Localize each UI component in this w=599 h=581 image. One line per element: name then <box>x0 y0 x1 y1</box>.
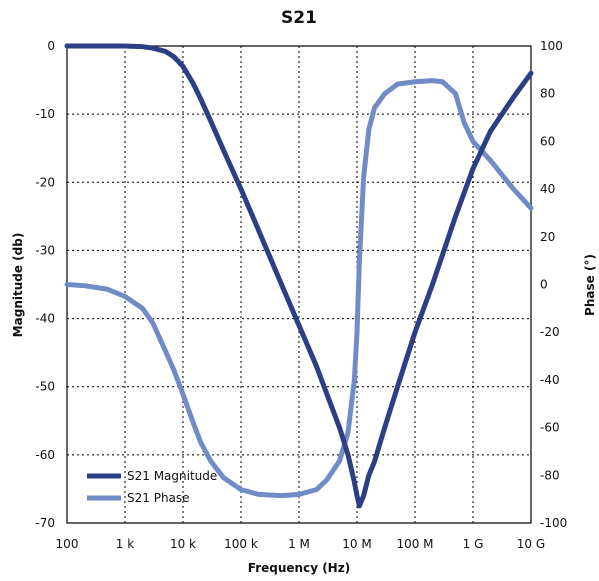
y2-tick-label: -40 <box>540 373 560 387</box>
y2-tick-label: -80 <box>540 468 560 482</box>
series-layer <box>64 43 534 509</box>
y-tick-label: -70 <box>35 516 55 530</box>
y-tick-label: 0 <box>47 39 55 53</box>
y2-tick-label: 40 <box>540 182 555 196</box>
y2-tick-label: 80 <box>540 87 555 101</box>
y2-tick-label: 0 <box>540 278 548 292</box>
x-tick-label: 100 M <box>396 537 433 551</box>
y-tick-label: -60 <box>35 448 55 462</box>
series-line-phase <box>64 78 534 499</box>
y-axis-title: Magnitude (db) <box>11 233 25 338</box>
y2-tick-label: 100 <box>540 39 563 53</box>
y-tick-label: -40 <box>35 312 55 326</box>
legend: S21 Magnitude S21 Phase <box>87 469 217 505</box>
chart-title: S21 <box>281 8 317 28</box>
y-tick-label: -30 <box>35 243 55 257</box>
legend-label-magnitude: S21 Magnitude <box>127 469 217 483</box>
x-tick-label: 100 k <box>224 537 258 551</box>
y2-axis-title: Phase (°) <box>583 254 597 316</box>
x-tick-label: 1 G <box>463 537 484 551</box>
x-tick-labels: 100 1 k 10 k 100 k 1 M 10 M 100 M 1 G 10 G <box>56 537 546 551</box>
x-tick-label: 10 G <box>517 537 545 551</box>
x-tick-label: 10 M <box>342 537 371 551</box>
x-axis-title: Frequency (Hz) <box>248 561 350 575</box>
y2-tick-label: -100 <box>540 516 567 530</box>
legend-label-phase: S21 Phase <box>127 491 190 505</box>
y-tick-labels: 0 -10 -20 -30 -40 -50 -60 -70 <box>35 39 55 530</box>
y2-tick-label: 60 <box>540 134 555 148</box>
y2-tick-label: -20 <box>540 325 560 339</box>
y-tick-label: -50 <box>35 380 55 394</box>
x-tick-label: 100 <box>56 537 79 551</box>
y2-tick-label: 20 <box>540 230 555 244</box>
y2-tick-labels: 100 80 60 40 20 0 -20 -40 -60 -80 -100 <box>540 39 567 530</box>
series-line-magnitude <box>64 43 534 509</box>
y-tick-label: -20 <box>35 175 55 189</box>
y-tick-label: -10 <box>35 107 55 121</box>
x-tick-label: 1 k <box>116 537 134 551</box>
x-tick-label: 1 M <box>288 537 310 551</box>
x-tick-label: 10 k <box>170 537 196 551</box>
y2-tick-label: -60 <box>540 421 560 435</box>
